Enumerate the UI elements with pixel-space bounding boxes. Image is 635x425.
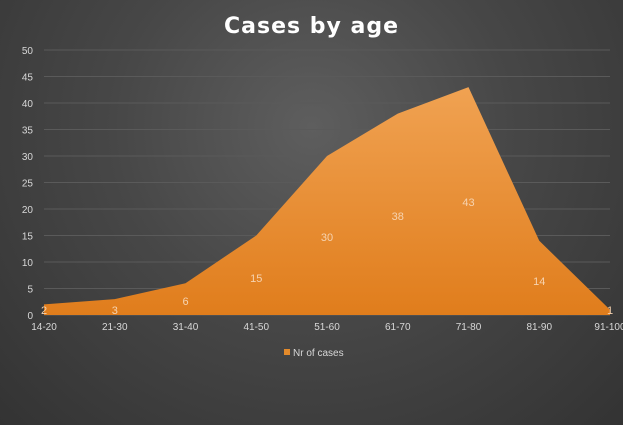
y-tick-label: 25	[22, 179, 34, 190]
data-label: 6	[182, 296, 188, 308]
x-tick-label: 71-80	[456, 322, 482, 333]
y-tick-label: 10	[22, 258, 34, 269]
y-tick-label: 0	[27, 311, 33, 322]
x-tick-label: 21-30	[102, 322, 128, 333]
legend-swatch	[284, 349, 290, 355]
x-tick-label: 51-60	[314, 322, 340, 333]
data-label: 14	[533, 276, 545, 288]
y-tick-label: 5	[27, 285, 33, 296]
x-tick-label: 61-70	[385, 322, 411, 333]
x-tick-label: 31-40	[173, 322, 199, 333]
data-label: 3	[112, 305, 118, 317]
y-axis-ticks: 0 5 10 15 20 25 30 35 40 45 50	[22, 46, 34, 322]
data-label: 15	[250, 273, 262, 285]
y-tick-label: 15	[22, 232, 34, 243]
y-tick-label: 30	[22, 152, 34, 163]
series-area-nr-of-cases	[44, 87, 610, 315]
series-area	[44, 87, 610, 315]
chart-title: Cases by age	[223, 14, 400, 39]
x-tick-label: 91-100	[594, 322, 623, 333]
x-tick-label: 41-50	[243, 322, 269, 333]
data-label: 2	[41, 305, 47, 317]
data-labels: 2 3 6 15 30 38 43 14 1	[41, 197, 613, 317]
data-label: 1	[607, 305, 613, 317]
data-label: 30	[321, 232, 333, 244]
y-tick-label: 45	[22, 73, 34, 84]
y-tick-label: 50	[22, 46, 34, 57]
legend-label: Nr of cases	[293, 348, 344, 359]
x-tick-label: 81-90	[526, 322, 552, 333]
x-axis-ticks: 14-20 21-30 31-40 41-50 51-60 61-70 71-80 81-90…	[31, 322, 623, 333]
y-tick-label: 35	[22, 126, 34, 137]
y-tick-label: 40	[22, 99, 34, 110]
legend: Nr of cases	[284, 348, 344, 359]
x-tick-label: 14-20	[31, 322, 57, 333]
data-label: 38	[392, 211, 404, 223]
data-label: 43	[462, 197, 474, 209]
y-tick-label: 20	[22, 205, 34, 216]
